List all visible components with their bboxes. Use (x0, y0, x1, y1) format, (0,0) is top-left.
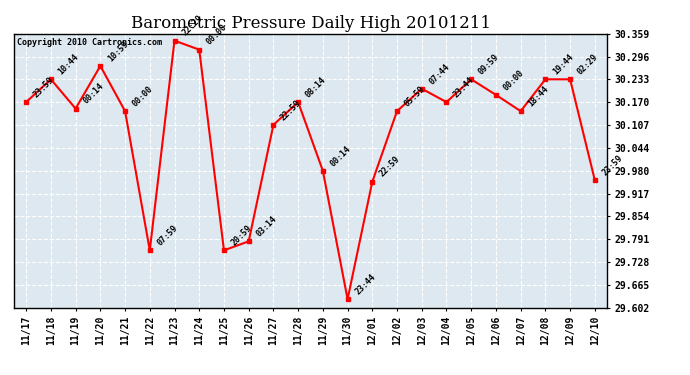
Text: 00:14: 00:14 (328, 144, 353, 168)
Text: 22:59: 22:59 (279, 98, 303, 122)
Title: Barometric Pressure Daily High 20101211: Barometric Pressure Daily High 20101211 (130, 15, 491, 32)
Text: 00:00: 00:00 (502, 68, 526, 92)
Text: 05:59: 05:59 (402, 84, 426, 108)
Text: 03:14: 03:14 (254, 214, 278, 238)
Text: 22:59: 22:59 (378, 155, 402, 179)
Text: 10:59: 10:59 (106, 39, 130, 63)
Text: 07:59: 07:59 (155, 224, 179, 248)
Text: 02:29: 02:29 (575, 53, 600, 76)
Text: 20:59: 20:59 (230, 224, 253, 248)
Text: 07:44: 07:44 (427, 62, 451, 86)
Text: 22:29: 22:29 (180, 14, 204, 38)
Text: 23:44: 23:44 (452, 75, 476, 99)
Text: 08:14: 08:14 (304, 75, 328, 99)
Text: 23:59: 23:59 (32, 75, 56, 99)
Text: Copyright 2010 Cartronics.com: Copyright 2010 Cartronics.com (17, 38, 161, 47)
Text: 00:00: 00:00 (130, 84, 155, 108)
Text: 00:14: 00:14 (81, 82, 105, 106)
Text: 23:59: 23:59 (600, 153, 624, 177)
Text: 18:44: 18:44 (526, 84, 550, 108)
Text: 00:00: 00:00 (205, 23, 229, 47)
Text: 10:44: 10:44 (57, 53, 81, 76)
Text: 09:59: 09:59 (477, 53, 501, 76)
Text: 19:44: 19:44 (551, 53, 575, 76)
Text: 23:44: 23:44 (353, 272, 377, 296)
